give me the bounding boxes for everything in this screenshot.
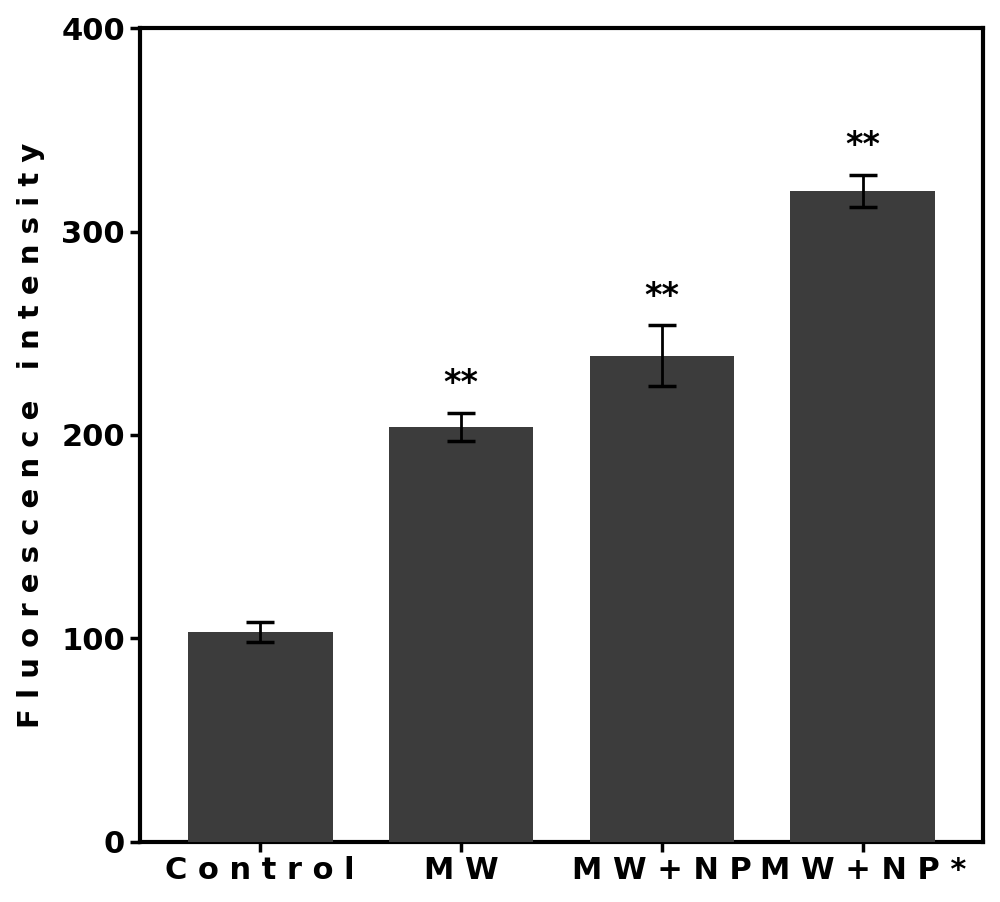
Bar: [389, 427, 533, 842]
Bar: [188, 632, 333, 842]
Text: **: **: [444, 367, 479, 400]
Bar: [790, 191, 935, 842]
Text: **: **: [644, 280, 679, 313]
Y-axis label: F l u o r e s c e n c e   i n t e n s i t y: F l u o r e s c e n c e i n t e n s i t …: [17, 143, 45, 728]
Text: **: **: [845, 129, 880, 162]
Bar: [590, 355, 734, 842]
